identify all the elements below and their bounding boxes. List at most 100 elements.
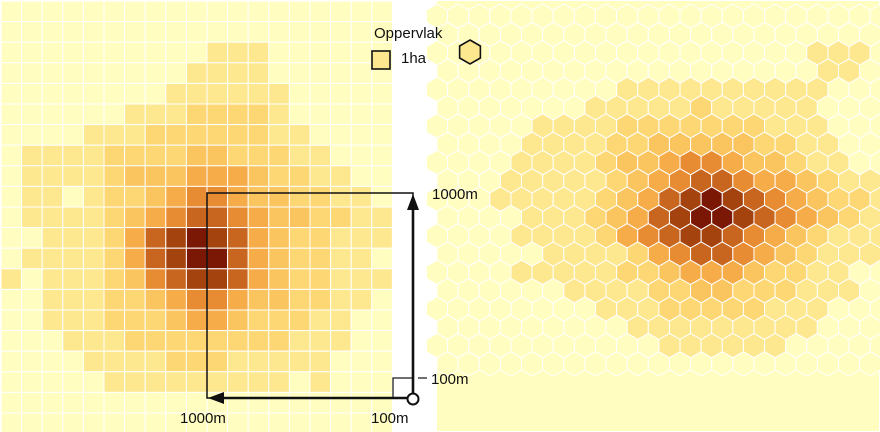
square-cell bbox=[206, 288, 229, 311]
square-cell bbox=[103, 330, 126, 352]
square-cell bbox=[206, 82, 229, 105]
square-cell bbox=[350, 309, 373, 332]
square-cell bbox=[330, 41, 352, 64]
square-cell bbox=[21, 0, 43, 23]
square-cell bbox=[144, 288, 167, 311]
square-cell bbox=[82, 0, 105, 23]
legend: Oppervlak 1ha bbox=[371, 25, 482, 70]
hexagon-cell bbox=[869, 77, 880, 102]
square-cell bbox=[82, 185, 105, 208]
square-cell bbox=[268, 41, 290, 64]
square-cell bbox=[124, 391, 146, 414]
square-cell bbox=[41, 21, 64, 43]
square-cell bbox=[103, 124, 126, 146]
square-cell bbox=[268, 330, 290, 352]
square-cell bbox=[227, 227, 249, 249]
square-cell bbox=[165, 124, 187, 146]
square-cell bbox=[206, 247, 229, 270]
square-cell bbox=[21, 330, 43, 352]
square-cell bbox=[0, 206, 23, 229]
square-cell bbox=[268, 165, 290, 187]
square-cell bbox=[330, 124, 352, 146]
square-cell bbox=[0, 103, 23, 126]
square-cell bbox=[165, 227, 187, 249]
square-cell bbox=[371, 412, 393, 432]
square-cell bbox=[330, 350, 352, 373]
square-cell bbox=[309, 82, 332, 105]
square-cell bbox=[309, 268, 332, 290]
square-cell bbox=[350, 371, 373, 393]
square-cell bbox=[144, 309, 167, 332]
square-cell bbox=[103, 165, 126, 187]
square-cell bbox=[185, 41, 208, 64]
square-cell bbox=[309, 0, 332, 23]
square-cell bbox=[144, 62, 167, 84]
square-cell bbox=[268, 268, 290, 290]
square-cell bbox=[185, 350, 208, 373]
square-cell bbox=[268, 103, 290, 126]
square-cell bbox=[0, 350, 23, 373]
square-cell bbox=[371, 268, 393, 290]
square-cell bbox=[309, 412, 332, 432]
square-cell bbox=[227, 350, 249, 373]
square-cell bbox=[350, 82, 373, 105]
square-cell bbox=[309, 330, 332, 352]
square-cell bbox=[371, 227, 393, 249]
square-cell bbox=[21, 309, 43, 332]
square-cell bbox=[41, 309, 64, 332]
square-cell bbox=[21, 165, 43, 187]
square-cell bbox=[103, 103, 126, 126]
square-cell bbox=[82, 124, 105, 146]
square-cell bbox=[165, 350, 187, 373]
square-cell bbox=[206, 21, 229, 43]
square-cell bbox=[185, 82, 208, 105]
square-cell bbox=[0, 82, 23, 105]
square-cell bbox=[62, 206, 84, 229]
square-cell bbox=[185, 185, 208, 208]
square-cell bbox=[185, 371, 208, 393]
square-cell bbox=[41, 288, 64, 311]
square-cell bbox=[0, 227, 23, 249]
square-cell bbox=[268, 82, 290, 105]
square-cell bbox=[227, 371, 249, 393]
square-cell bbox=[62, 330, 84, 352]
square-cell bbox=[350, 391, 373, 414]
square-cell bbox=[185, 144, 208, 167]
square-cell bbox=[227, 268, 249, 290]
square-cell bbox=[185, 124, 208, 146]
square-cell bbox=[206, 206, 229, 229]
square-cell bbox=[350, 144, 373, 167]
square-cell bbox=[103, 0, 126, 23]
square-cell bbox=[330, 185, 352, 208]
square-cell bbox=[309, 288, 332, 311]
square-cell bbox=[41, 391, 64, 414]
square-cell bbox=[103, 206, 126, 229]
square-cell bbox=[62, 288, 84, 311]
square-cell bbox=[309, 206, 332, 229]
square-cell bbox=[330, 206, 352, 229]
square-cell bbox=[350, 288, 373, 311]
square-cell bbox=[41, 330, 64, 352]
square-cell bbox=[0, 0, 23, 23]
square-cell bbox=[103, 350, 126, 373]
square-cell bbox=[165, 330, 187, 352]
square-cell bbox=[227, 41, 249, 64]
hexagon-cell bbox=[869, 260, 880, 285]
square-cell bbox=[0, 371, 23, 393]
square-cell bbox=[124, 165, 146, 187]
square-cell bbox=[330, 144, 352, 167]
square-cell bbox=[309, 350, 332, 373]
square-cell bbox=[371, 206, 393, 229]
square-cell bbox=[330, 330, 352, 352]
square-cell bbox=[165, 62, 187, 84]
square-cell bbox=[144, 124, 167, 146]
square-cell bbox=[350, 412, 373, 432]
square-cell bbox=[268, 21, 290, 43]
square-cell bbox=[185, 0, 208, 23]
square-cell bbox=[103, 144, 126, 167]
square-cell bbox=[62, 412, 84, 432]
square-cell bbox=[41, 206, 64, 229]
square-cell bbox=[309, 144, 332, 167]
